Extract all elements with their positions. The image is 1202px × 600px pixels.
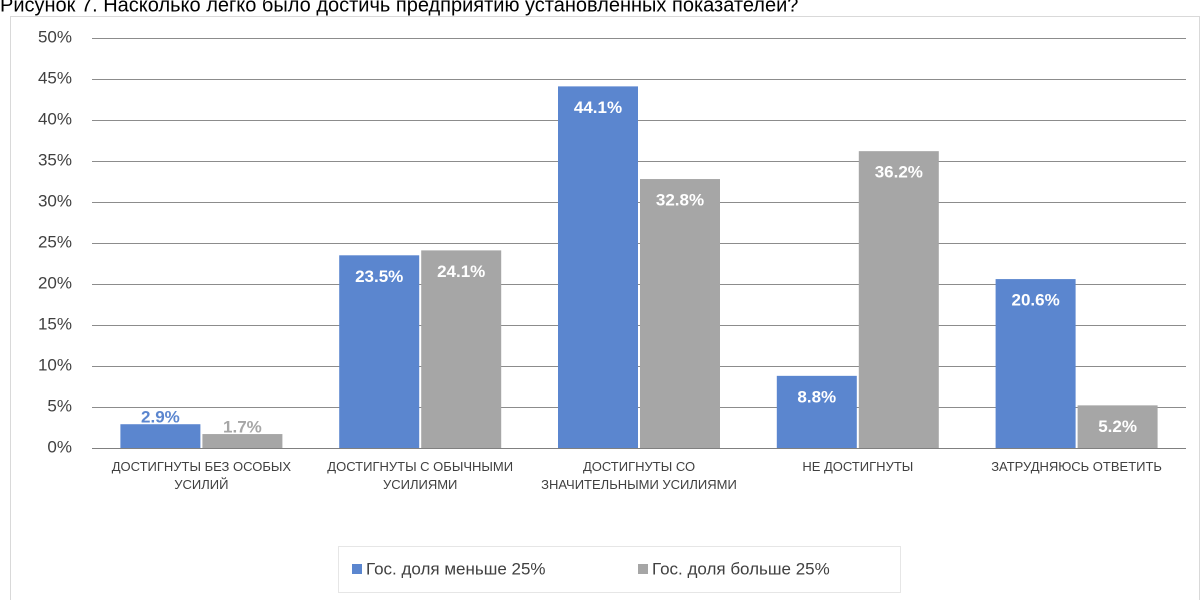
y-tick-label: 25% <box>38 232 72 251</box>
bar <box>1077 405 1158 448</box>
x-tick-label: ДОСТИГНУТЫ БЕЗ ОСОБЫХ УСИЛИЙ <box>111 459 292 492</box>
bar <box>858 151 939 448</box>
bar <box>339 255 420 448</box>
data-label: 1.7% <box>223 418 262 437</box>
y-tick-label: 35% <box>38 150 72 169</box>
legend-label: Гос. доля меньше 25% <box>366 559 546 578</box>
data-label: 20.6% <box>1011 291 1059 310</box>
chart-title: Рисунок 7. Насколько легко было достичь … <box>0 0 798 16</box>
legend-swatch <box>638 564 648 574</box>
y-tick-label: 40% <box>38 109 72 128</box>
bar <box>776 375 857 448</box>
data-label: 2.9% <box>141 408 180 427</box>
legend-label: Гос. доля больше 25% <box>652 559 830 578</box>
data-label: 44.1% <box>574 98 622 117</box>
y-tick-label: 10% <box>38 355 72 374</box>
legend-swatch <box>352 564 362 574</box>
bar <box>120 424 201 448</box>
data-label: 24.1% <box>437 262 485 281</box>
y-tick-label: 30% <box>38 191 72 210</box>
y-tick-label: 20% <box>38 273 72 292</box>
x-tick-label: НЕ ДОСТИГНУТЫ <box>802 459 914 474</box>
data-label: 8.8% <box>797 387 836 406</box>
y-tick-label: 0% <box>47 437 72 456</box>
data-label: 36.2% <box>875 163 923 182</box>
x-tick-label: ДОСТИГНУТЫ СО ЗНАЧИТЕЛЬНЫМИ УСИЛИЯМИ <box>541 459 737 492</box>
data-label: 5.2% <box>1098 417 1137 436</box>
y-tick-label: 15% <box>38 314 72 333</box>
bar <box>558 86 638 448</box>
y-tick-label: 45% <box>38 68 72 87</box>
bar <box>995 279 1076 448</box>
bar <box>640 179 720 449</box>
bar <box>421 250 502 448</box>
bar <box>202 434 283 448</box>
y-tick-label: 5% <box>47 396 72 415</box>
data-label: 32.8% <box>656 191 704 210</box>
y-tick-label: 50% <box>38 27 72 46</box>
legend-box <box>338 546 901 593</box>
x-tick-label: ЗАТРУДНЯЮСЬ ОТВЕТИТЬ <box>991 459 1162 474</box>
x-tick-label: ДОСТИГНУТЫ С ОБЫЧНЫМИ УСИЛИЯМИ <box>327 459 514 492</box>
data-label: 23.5% <box>355 267 403 286</box>
